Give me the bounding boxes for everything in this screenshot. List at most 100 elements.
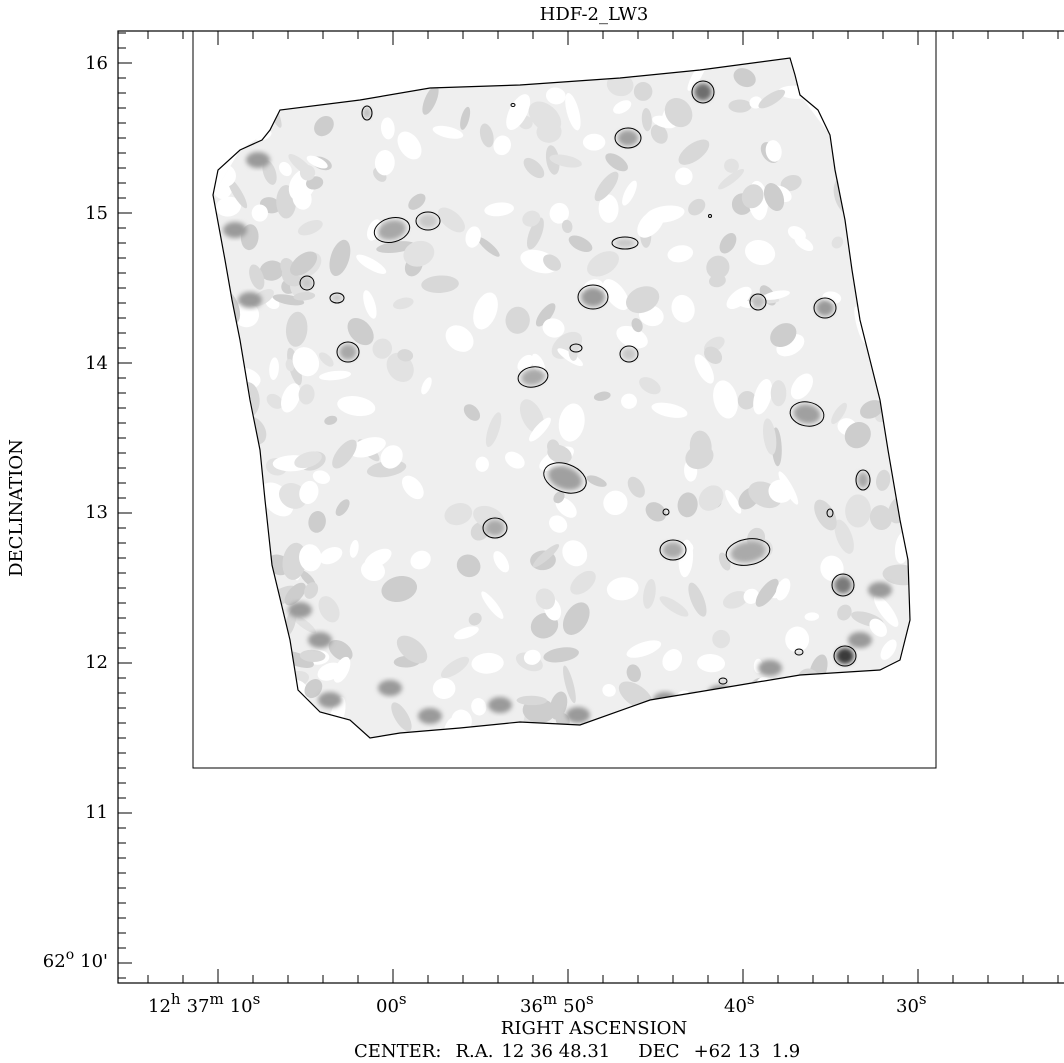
noise-blob [876,469,891,491]
noise-blob [262,160,277,185]
source-fill [793,404,821,424]
noise-blob [835,130,867,152]
noise-blob [241,680,271,707]
noise-blob [780,174,802,192]
source-fill [377,220,407,240]
source-contour [691,80,715,104]
noise-blob [733,68,756,88]
noise-blob [529,417,551,442]
noise-blob [675,167,693,186]
source [329,292,345,304]
source [577,284,609,310]
x-tick-label: 12h 37m 10s [148,990,260,1017]
noise-blob [249,264,265,290]
noise-blob [892,694,910,717]
source [299,275,315,291]
noise-blob [225,66,248,103]
noise-blob [463,404,481,421]
source-fill [614,238,636,248]
noise-blob [269,678,295,714]
source [659,539,687,561]
noise-blob [299,544,322,572]
noise-blob [565,92,581,131]
noise-blob [259,260,284,281]
noise-blob [545,87,566,105]
source-contour [569,343,583,353]
noise-blob [860,400,884,419]
noise-blob [460,106,471,130]
noise-blob [279,161,292,177]
source [614,127,642,149]
y-axis-label: DECLINATION [6,439,27,577]
noise-blob [582,133,606,151]
source [336,341,360,363]
noise-blob [862,671,884,695]
source-contour [329,292,345,304]
noise-blob [403,240,435,267]
noise-blob [308,510,326,533]
noise-blob [831,402,847,425]
noise-blob [785,626,810,653]
noise-blob [239,660,261,685]
y-tick-label: 12 [85,652,108,673]
noise-blob [218,361,239,383]
noise-blob [291,613,317,634]
noise-blob [570,570,596,595]
field-outline [212,57,911,739]
noise-blob [737,390,756,410]
noise-blob [535,588,556,610]
noise-blob [397,349,414,362]
source [833,645,857,667]
noise-blob [568,235,593,253]
noise-blob [667,245,694,263]
noise-blob [288,154,315,178]
noise-blob [535,303,556,327]
noise-blob [562,540,588,567]
noise-blob [847,83,871,106]
source-fill [571,344,581,352]
edge-blob [488,697,512,713]
noise-blob [688,198,706,216]
source [855,469,871,491]
noise-blob [493,551,510,573]
noise-blob [298,384,315,405]
source-contour [813,297,837,319]
noise-blob [763,183,785,212]
noise-blob [874,161,902,174]
noise-blob [213,640,230,669]
noise-blob [775,578,791,601]
y-tick-label: 15 [85,203,108,224]
noise-blob [889,70,910,93]
edge-blob [246,152,270,168]
noise-blob [626,664,641,683]
noise-blob [858,718,871,738]
source-fill [663,509,669,515]
source [517,366,549,388]
noise-blob [889,367,904,391]
noise-blob [523,157,545,179]
field-bounding-box [192,30,937,769]
noise-blob [220,524,260,540]
noise-blob [297,219,323,236]
noise-blob [254,62,281,87]
noise-blob [897,203,910,221]
noise-blob [833,121,848,144]
noise-blob [473,292,498,330]
noise-blob [380,117,395,140]
source-fill [816,300,834,316]
noise-blob [313,65,343,98]
source-contour [543,462,587,494]
noise-blob [531,353,546,375]
noise-blob [324,415,338,425]
noise-blob [356,254,387,274]
source-contour [510,103,516,107]
source-contour [662,508,670,516]
source [794,648,804,656]
noise-blob [262,710,292,738]
noise-blob [303,75,329,92]
noise-blob [790,373,814,400]
noise-blob [213,384,217,408]
noise-blob [725,685,750,711]
noise-blob [396,635,428,664]
source-contour [361,105,373,121]
